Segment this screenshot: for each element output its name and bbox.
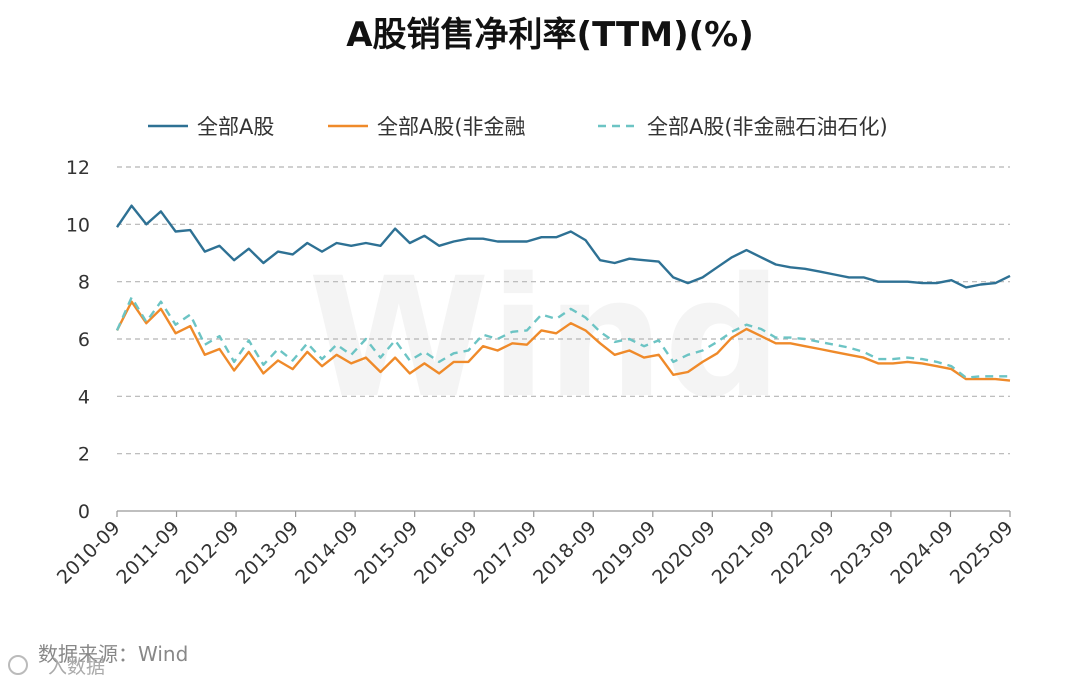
y-tick-label: 4 — [78, 386, 90, 408]
y-tick-label: 12 — [66, 157, 90, 179]
y-tick-label: 6 — [78, 329, 90, 351]
footer-brand-text: 入数据 — [48, 656, 105, 678]
y-tick-label: 10 — [66, 214, 90, 236]
series-line-1 — [115, 300, 1011, 382]
x-tick-label: 2019-09 — [589, 517, 661, 589]
x-tick-label: 2011-09 — [112, 517, 184, 589]
x-tick-label: 2010-09 — [53, 517, 125, 589]
x-tick-label: 2017-09 — [470, 517, 542, 589]
x-tick-label: 2016-09 — [410, 517, 482, 589]
legend-label-nonfin: 全部A股(非金融 — [377, 115, 526, 139]
y-tick-labels: 0 2 4 6 8 10 12 — [66, 157, 90, 523]
legend-label-all-a: 全部A股 — [197, 115, 274, 139]
x-tick-label: 2025-09 — [946, 517, 1018, 589]
y-tick-label: 8 — [78, 272, 90, 294]
axes — [116, 510, 1011, 517]
x-tick-label: 2021-09 — [708, 517, 780, 589]
watermark: Wind — [308, 242, 782, 434]
legend-label-nonfin-petro: 全部A股(非金融石油石化) — [647, 115, 888, 139]
brand-logo-icon — [8, 655, 28, 675]
footer-brand: 入数据 — [8, 655, 105, 678]
x-tick-labels: 2010-092011-092012-092013-092014-092015-… — [53, 517, 1018, 589]
x-tick-label: 2013-09 — [231, 517, 303, 589]
legend: 全部A股 全部A股(非金融 全部A股(非金融石油石化) — [148, 115, 888, 139]
x-tick-label: 2023-09 — [827, 517, 899, 589]
x-tick-label: 2018-09 — [529, 517, 601, 589]
x-tick-label: 2024-09 — [886, 517, 958, 589]
y-tick-label: 0 — [78, 501, 90, 523]
gridlines — [117, 166, 1010, 455]
y-tick-label: 2 — [78, 444, 90, 466]
x-tick-label: 2014-09 — [291, 517, 363, 589]
series-lines — [115, 204, 1011, 382]
x-tick-label: 2012-09 — [172, 517, 244, 589]
source-note: 数据来源：Wind — [38, 642, 188, 666]
series-line-2 — [115, 296, 1010, 379]
x-tick-label: 2020-09 — [648, 517, 720, 589]
x-tick-label: 2022-09 — [767, 517, 839, 589]
chart-title: A股销售净利率(TTM)(%) — [346, 15, 754, 55]
series-line-0 — [116, 204, 1011, 289]
x-tick-label: 2015-09 — [351, 517, 423, 589]
